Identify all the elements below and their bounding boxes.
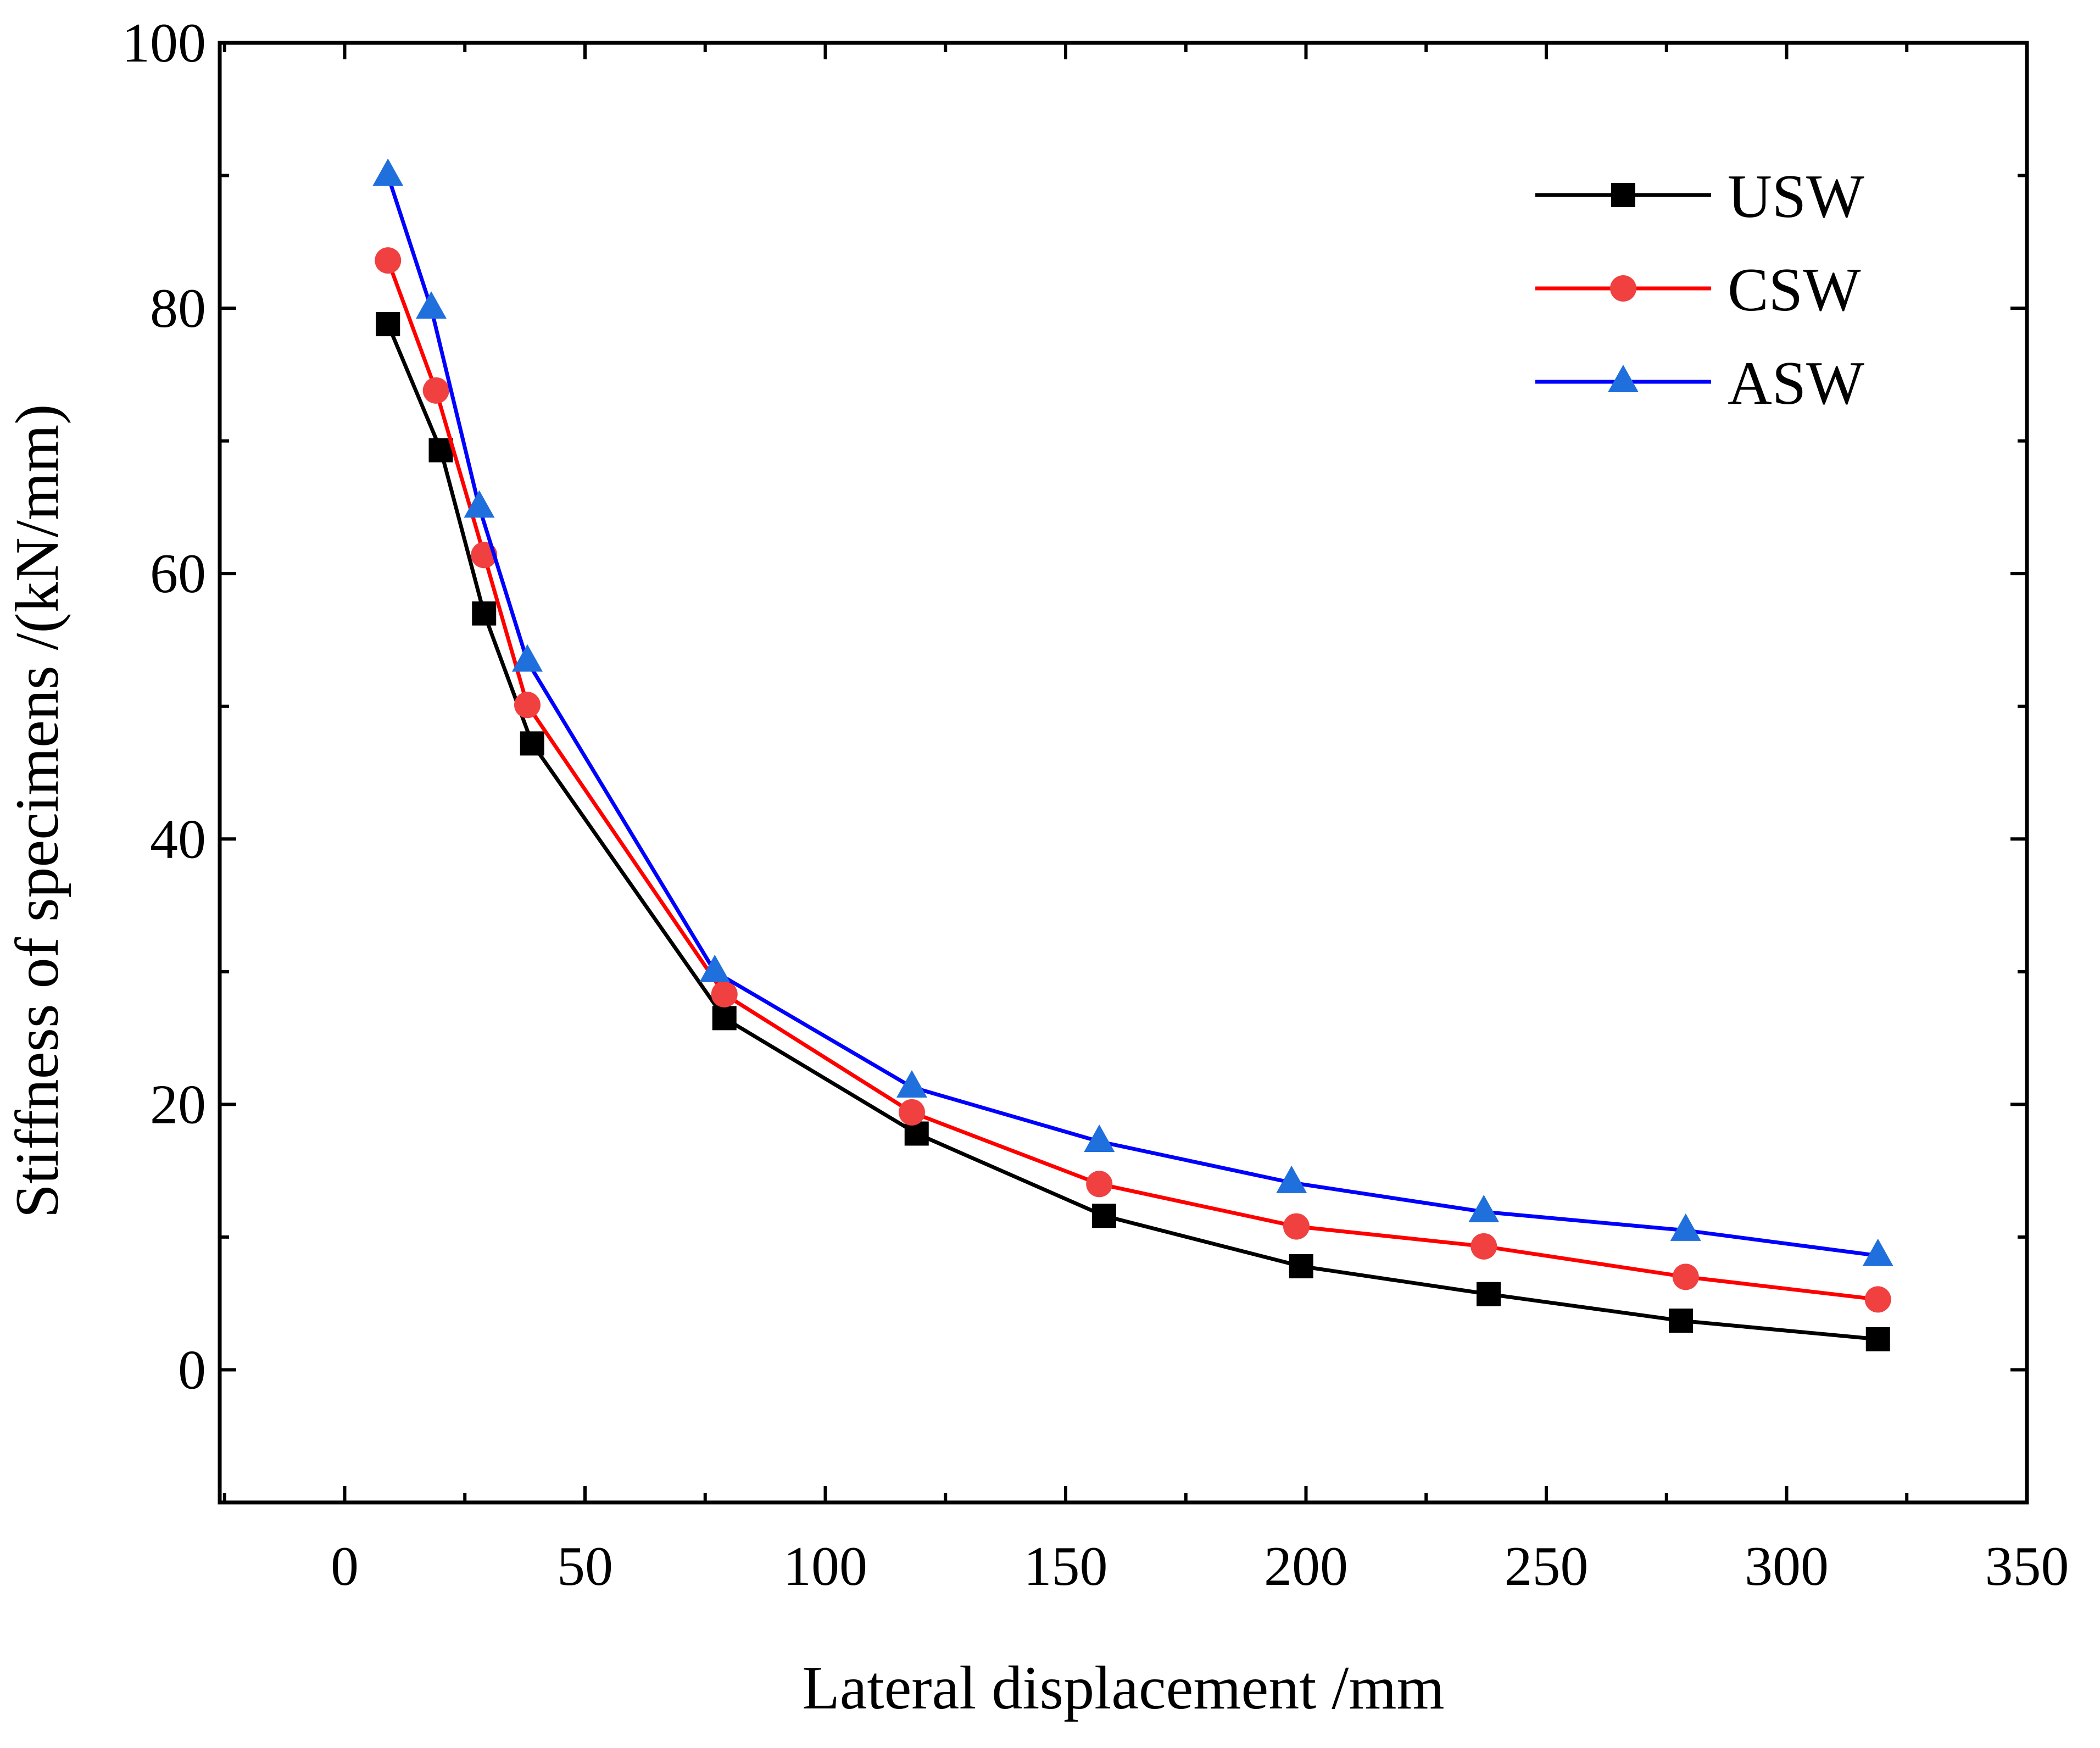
data-point-usw <box>1669 1309 1693 1333</box>
data-point-usw <box>1865 1327 1890 1351</box>
data-point-usw <box>712 1006 737 1031</box>
legend-label-csw: CSW <box>1728 256 1861 324</box>
data-point-csw <box>422 377 449 404</box>
data-point-csw <box>514 692 541 719</box>
data-point-csw <box>1864 1286 1891 1313</box>
y-tick-label: 40 <box>150 808 206 870</box>
y-tick-label: 60 <box>150 543 206 605</box>
data-point-csw <box>1470 1233 1497 1260</box>
data-point-usw <box>1289 1254 1313 1279</box>
legend-marker-csw <box>1610 275 1636 302</box>
y-tick-label: 20 <box>150 1073 206 1135</box>
x-tick-label: 150 <box>1024 1535 1108 1597</box>
data-point-asw <box>372 158 404 186</box>
x-tick-label: 250 <box>1505 1535 1589 1597</box>
legend-label-asw: ASW <box>1728 349 1864 417</box>
data-series <box>372 158 1893 1351</box>
data-point-usw <box>376 312 400 337</box>
legend-entry-usw: USW <box>1535 163 1864 231</box>
data-point-usw <box>428 438 453 463</box>
data-point-asw <box>1670 1213 1701 1241</box>
data-point-usw <box>1477 1282 1501 1306</box>
data-point-asw <box>1468 1195 1500 1223</box>
series-usw <box>376 312 1890 1351</box>
x-tick-label: 0 <box>331 1535 359 1597</box>
x-axis-title: Lateral displacement /mm <box>802 1654 1444 1722</box>
legend-entry-asw: ASW <box>1535 349 1864 417</box>
data-point-csw <box>899 1099 925 1126</box>
legend-label-usw: USW <box>1728 163 1864 231</box>
data-point-csw <box>1283 1213 1310 1240</box>
series-line-csw <box>386 259 1879 1301</box>
legend-marker-usw <box>1611 183 1635 207</box>
data-point-asw <box>464 490 495 518</box>
x-tick-label: 200 <box>1264 1535 1348 1597</box>
data-point-usw <box>520 731 544 756</box>
data-point-csw <box>1672 1263 1699 1290</box>
y-tick-label: 100 <box>122 12 206 74</box>
x-tick-label: 350 <box>1985 1535 2069 1597</box>
legend: USW CSW ASW <box>1535 163 1864 417</box>
data-point-asw <box>512 644 543 672</box>
y-axis-title: Stiffness of specimens /(kN/mm) <box>3 404 71 1218</box>
data-point-asw <box>1084 1124 1115 1152</box>
x-tick-label: 300 <box>1745 1535 1829 1597</box>
legend-entry-csw: CSW <box>1535 256 1861 324</box>
data-point-csw <box>711 981 738 1007</box>
data-point-usw <box>904 1121 929 1146</box>
axis-ticks <box>220 41 2029 1504</box>
legend-marker-asw <box>1608 365 1639 392</box>
series-line-asw <box>386 175 1879 1258</box>
data-point-asw <box>1862 1238 1893 1266</box>
x-tick-label: 100 <box>783 1535 867 1597</box>
plot-frame <box>218 41 2029 1505</box>
data-point-asw <box>699 954 731 982</box>
data-point-asw <box>896 1070 927 1098</box>
data-point-usw <box>1092 1204 1116 1228</box>
data-point-usw <box>472 601 497 626</box>
data-point-csw <box>375 247 402 274</box>
x-tick-label: 50 <box>557 1535 613 1597</box>
data-point-asw <box>416 291 447 319</box>
data-point-asw <box>1276 1165 1307 1193</box>
data-point-csw <box>1086 1171 1113 1198</box>
y-tick-label: 80 <box>150 277 206 339</box>
axis-tick-labels: 0 50 100 150 200 250 300 350 0 20 40 60 80 100 <box>122 12 2069 1597</box>
y-tick-label: 0 <box>178 1339 206 1401</box>
series-csw <box>375 247 1891 1313</box>
series-asw <box>372 158 1893 1266</box>
